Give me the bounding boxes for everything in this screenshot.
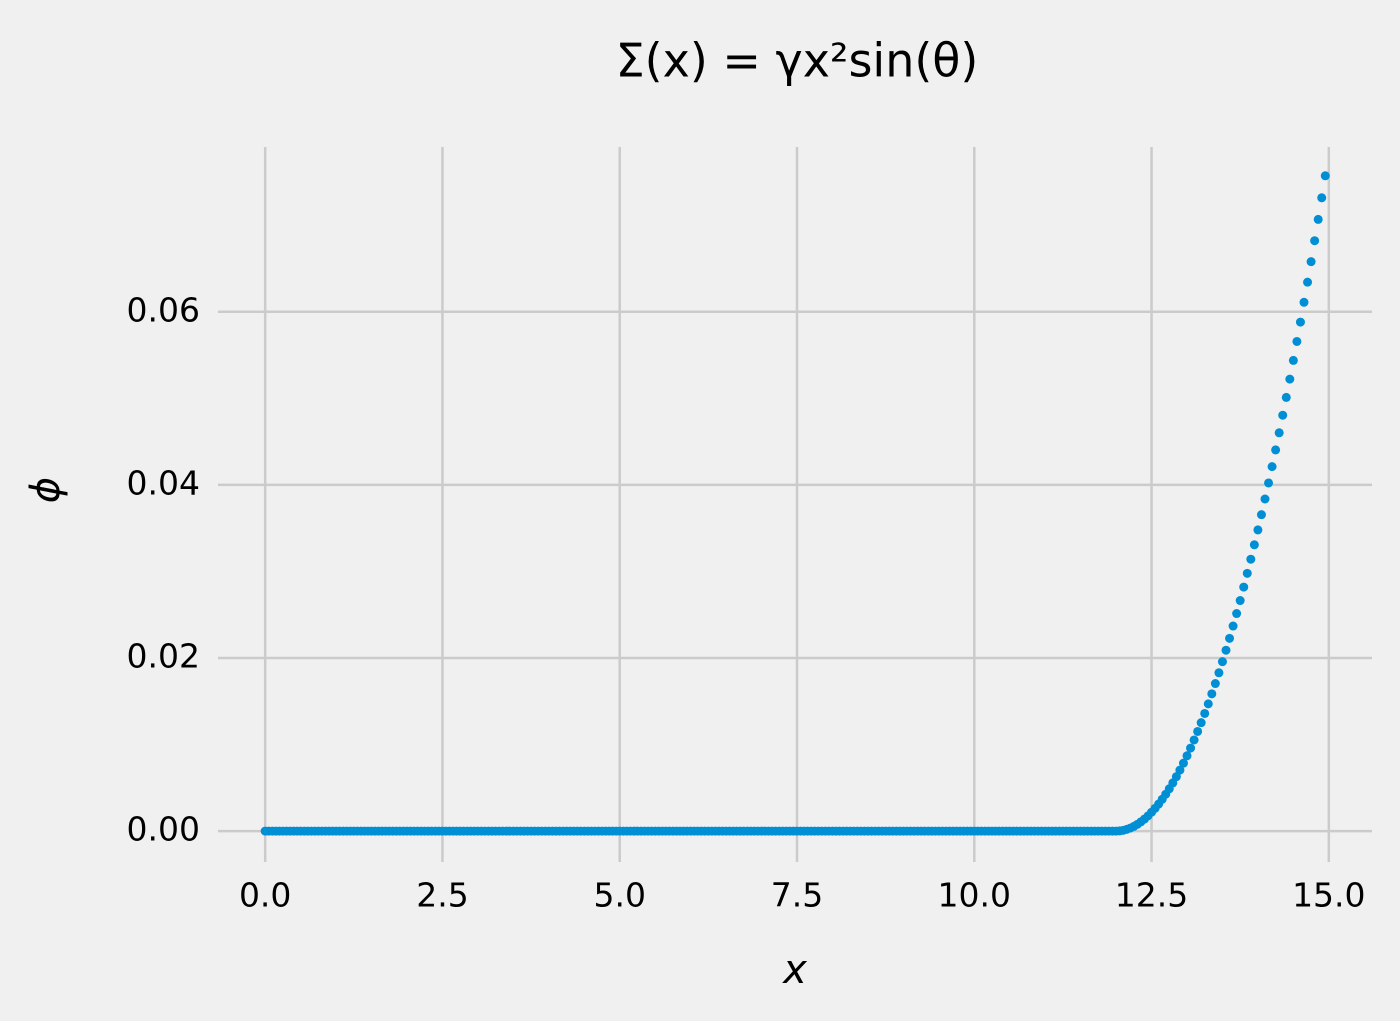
y-tick-label: 0.00 bbox=[127, 810, 200, 849]
scatter-point bbox=[1186, 743, 1196, 753]
scatter-point bbox=[1178, 758, 1188, 768]
x-tick-label: 15.0 bbox=[1292, 876, 1365, 915]
scatter-point bbox=[1313, 214, 1323, 224]
scatter-point bbox=[1221, 645, 1231, 655]
scatter-point bbox=[1267, 462, 1277, 472]
scatter-point bbox=[1235, 596, 1245, 606]
scatter-point bbox=[1217, 657, 1227, 667]
scatter-point bbox=[1271, 445, 1281, 455]
y-tick-label: 0.04 bbox=[127, 463, 200, 502]
scatter-point bbox=[1203, 699, 1213, 709]
scatter-point bbox=[1232, 609, 1242, 619]
scatter-point bbox=[1299, 297, 1309, 307]
scatter-point bbox=[1171, 772, 1181, 782]
scatter-point bbox=[1292, 336, 1302, 346]
y-tick-label: 0.06 bbox=[127, 290, 200, 329]
scatter-point bbox=[1249, 540, 1259, 550]
scatter-point bbox=[1264, 478, 1274, 488]
scatter-point bbox=[1303, 277, 1313, 287]
scatter-point bbox=[1256, 510, 1266, 520]
x-tick-label: 10.0 bbox=[938, 876, 1011, 915]
scatter-point bbox=[1189, 735, 1199, 745]
scatter-point bbox=[1260, 494, 1270, 504]
x-tick-label: 2.5 bbox=[416, 876, 468, 915]
y-tick-label: 0.02 bbox=[127, 637, 200, 676]
scatter-point bbox=[1310, 236, 1320, 246]
scatter-point bbox=[1242, 568, 1252, 578]
scatter-point bbox=[1317, 193, 1327, 203]
chart-title: Σ(x) = γx²sin(θ) bbox=[616, 34, 979, 88]
scatter-point bbox=[1253, 525, 1263, 535]
scatter-point bbox=[1288, 355, 1298, 365]
scatter-point bbox=[1295, 317, 1305, 327]
scatter-point bbox=[1207, 689, 1217, 699]
y-axis-label: ϕ bbox=[23, 477, 69, 503]
scatter-point bbox=[1306, 257, 1316, 267]
grid bbox=[218, 147, 1372, 862]
scatter-point bbox=[1225, 633, 1235, 643]
x-tick-label: 12.5 bbox=[1115, 876, 1188, 915]
scatter-point bbox=[1228, 621, 1238, 631]
scatter-point bbox=[1274, 428, 1284, 438]
scatter-point bbox=[1281, 392, 1291, 402]
scatter-point bbox=[1200, 708, 1210, 718]
scatter-point bbox=[1285, 374, 1295, 384]
scatter-point bbox=[1196, 718, 1206, 728]
scatter-point bbox=[1239, 582, 1249, 592]
scatter-points bbox=[260, 171, 1330, 836]
x-tick-label: 5.0 bbox=[593, 876, 645, 915]
scatter-point bbox=[1320, 171, 1330, 181]
scatter-point bbox=[1193, 726, 1203, 736]
scatter-point bbox=[1246, 554, 1256, 564]
x-tick-label: 0.0 bbox=[239, 876, 291, 915]
scatter-point bbox=[1278, 410, 1288, 420]
x-axis-label: x bbox=[781, 947, 807, 993]
scatter-point bbox=[1182, 751, 1192, 761]
scatter-point bbox=[1214, 668, 1224, 678]
x-tick-label: 7.5 bbox=[771, 876, 823, 915]
scatter-point bbox=[1175, 765, 1185, 775]
scatter-point bbox=[1210, 679, 1220, 689]
